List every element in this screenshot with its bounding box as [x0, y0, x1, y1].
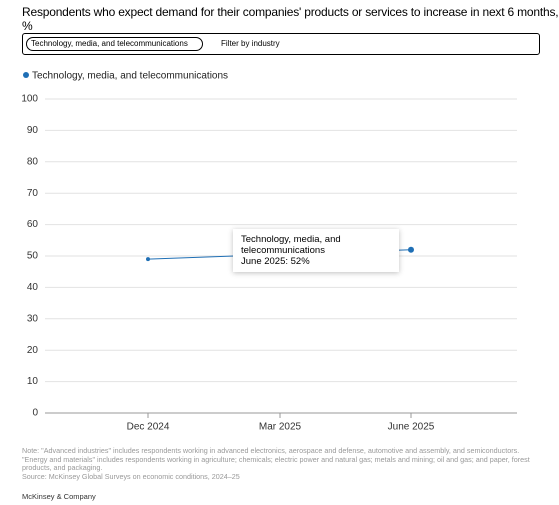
chart-title: Respondents who expect demand for their … [22, 5, 559, 33]
notes: Note: "Advanced industries" includes res… [22, 446, 544, 481]
y-tick-label: 20 [27, 345, 39, 356]
footer: McKinsey & Company [22, 492, 96, 501]
y-tick-label: 70 [27, 188, 39, 199]
tooltip-label: June 2025: 52% [241, 256, 310, 267]
chart: 0 10 20 30 40 50 60 70 80 90 100 Dec 2024 Mar 2025 Ju… [21, 71, 517, 433]
y-tick-label: 30 [27, 313, 39, 324]
data-point [408, 246, 414, 253]
y-tick-label: 100 [21, 94, 38, 105]
data-point [146, 257, 150, 262]
y-tick-label: 60 [27, 219, 39, 230]
y-tick-label: 90 [27, 125, 39, 136]
legend-label: Technology, media, and telecommunication… [32, 71, 228, 82]
note: Note: "Advanced industries" includes res… [22, 446, 530, 473]
y-tick-label: 40 [27, 282, 39, 293]
tooltip-title: Technology, media, and telecommunication… [241, 234, 341, 256]
source: Source: McKinsey Global Surveys on econo… [22, 471, 240, 481]
y-tick-label: 0 [32, 408, 38, 419]
filter-label: Filter by industry [221, 39, 280, 48]
filter-chip[interactable]: Technology, media, and telecommunication… [26, 37, 203, 51]
x-tick-label: Mar 2025 [259, 422, 302, 433]
tooltip: Technology, media, and telecommunication… [233, 229, 399, 272]
x-tick-label: Dec 2024 [127, 422, 170, 433]
x-tick-label: June 2025 [388, 422, 435, 433]
legend-marker [23, 72, 29, 78]
y-tick-label: 10 [27, 376, 39, 387]
y-tick-label: 80 [27, 156, 39, 167]
filter-box[interactable]: Technology, media, and telecommunication… [22, 33, 540, 55]
y-tick-label: 50 [27, 251, 39, 262]
